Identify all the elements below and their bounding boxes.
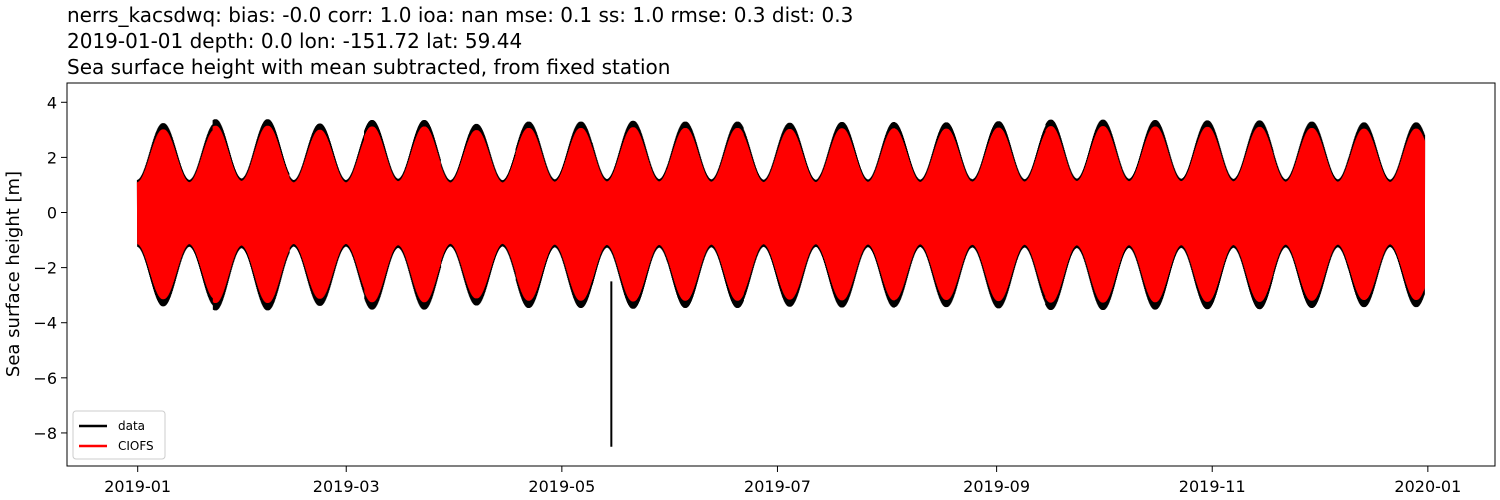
x-tick-label: 2019-05 [528,477,595,496]
title-line-1: nerrs_kacsdwq: bias: -0.0 corr: 1.0 ioa:… [67,3,853,27]
y-tick-label: −8 [33,424,57,443]
plot-area [136,119,1426,447]
legend: data CIOFS [72,410,166,460]
x-tick-label: 2019-03 [313,477,380,496]
x-tick-label: 2020-01 [1394,477,1461,496]
x-axis: 2019-01 2019-03 2019-05 2019-07 2019-09 2019-… [104,466,1461,496]
y-axis: 4 2 0 −2 −4 −6 −8 [33,93,67,443]
y-tick-label: 0 [47,204,57,223]
plot-frame [66,82,1496,467]
y-tick-label: −4 [33,314,57,333]
y-axis-label: Sea surface height [m] [3,171,24,377]
x-tick-label: 2019-01 [104,477,171,496]
y-tick-label: 2 [47,148,57,167]
chart-title: nerrs_kacsdwq: bias: -0.0 corr: 1.0 ioa:… [67,3,853,79]
title-line-2: 2019-01-01 depth: 0.0 lon: -151.72 lat: … [67,29,522,53]
y-tick-label: −6 [33,369,57,388]
x-tick-label: 2019-11 [1179,477,1246,496]
title-line-3: Sea surface height with mean subtracted,… [67,55,670,79]
y-tick-label: −2 [33,259,57,278]
y-tick-label: 4 [47,93,57,112]
legend-label-ciofs: CIOFS [118,439,154,453]
series-line-ciofs [136,125,1426,303]
legend-label-data: data [118,419,145,433]
x-tick-label: 2019-09 [963,477,1030,496]
x-tick-label: 2019-07 [744,477,811,496]
